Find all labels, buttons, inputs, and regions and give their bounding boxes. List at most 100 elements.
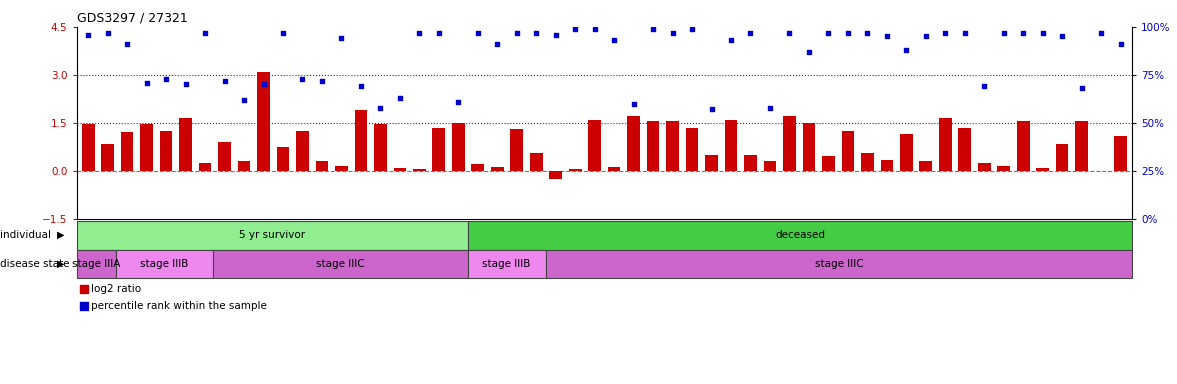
Bar xyxy=(550,171,563,179)
Bar xyxy=(199,163,212,171)
Bar xyxy=(862,153,873,171)
FancyBboxPatch shape xyxy=(77,250,115,278)
Bar xyxy=(160,131,173,171)
Bar xyxy=(725,120,737,171)
Point xyxy=(98,30,117,36)
Point xyxy=(234,97,253,103)
FancyBboxPatch shape xyxy=(467,221,1132,250)
Bar xyxy=(354,110,367,171)
Bar xyxy=(568,169,581,171)
Point xyxy=(352,83,371,89)
FancyBboxPatch shape xyxy=(213,250,467,278)
Bar xyxy=(277,147,290,171)
Bar xyxy=(491,167,504,171)
Bar xyxy=(627,116,640,171)
Bar xyxy=(121,132,133,171)
Point xyxy=(293,76,312,82)
Bar xyxy=(842,131,855,171)
Point xyxy=(313,78,332,84)
Bar xyxy=(413,169,426,171)
Point xyxy=(975,83,993,89)
Text: ▶: ▶ xyxy=(58,259,65,269)
Point xyxy=(819,30,838,36)
Bar xyxy=(452,123,465,171)
Text: disease state: disease state xyxy=(0,259,69,269)
Point xyxy=(487,41,506,47)
FancyBboxPatch shape xyxy=(115,250,213,278)
Point xyxy=(527,30,546,36)
Bar xyxy=(374,124,387,171)
Point xyxy=(507,30,526,36)
Bar xyxy=(140,124,153,171)
Point xyxy=(138,79,157,86)
Point xyxy=(585,26,604,32)
Text: stage IIIA: stage IIIA xyxy=(72,259,120,269)
Point xyxy=(838,30,857,36)
Point xyxy=(644,26,663,32)
Bar xyxy=(179,118,192,171)
Text: stage IIIB: stage IIIB xyxy=(483,259,531,269)
Text: stage IIIB: stage IIIB xyxy=(140,259,188,269)
Bar xyxy=(393,168,406,171)
Point xyxy=(448,99,467,105)
Point xyxy=(1013,30,1032,36)
Bar xyxy=(997,166,1010,171)
Point xyxy=(742,30,760,36)
Bar xyxy=(978,163,991,171)
Text: percentile rank within the sample: percentile rank within the sample xyxy=(92,301,267,311)
Bar xyxy=(335,166,347,171)
Point xyxy=(1092,30,1111,36)
Bar xyxy=(666,121,679,171)
Point xyxy=(1033,30,1052,36)
Point xyxy=(157,76,175,82)
Bar xyxy=(1017,121,1030,171)
Point xyxy=(1072,85,1091,91)
Point xyxy=(1052,33,1071,40)
Point xyxy=(877,33,896,40)
Bar xyxy=(530,153,543,171)
Bar xyxy=(315,161,328,171)
Point xyxy=(995,30,1013,36)
Bar xyxy=(257,72,270,171)
Text: log2 ratio: log2 ratio xyxy=(92,284,141,294)
Bar xyxy=(646,121,659,171)
Bar xyxy=(764,161,777,171)
Text: 5 yr survivor: 5 yr survivor xyxy=(239,230,305,240)
Bar xyxy=(82,124,94,171)
Point xyxy=(254,81,273,88)
Point xyxy=(332,35,351,41)
Bar xyxy=(511,129,523,171)
Point xyxy=(799,49,818,55)
Point xyxy=(566,26,585,32)
Point xyxy=(74,303,93,309)
Bar xyxy=(297,131,308,171)
Bar xyxy=(686,127,698,171)
Bar xyxy=(744,155,757,171)
Point xyxy=(74,286,93,292)
Point xyxy=(430,30,448,36)
FancyBboxPatch shape xyxy=(77,221,467,250)
Bar xyxy=(588,120,601,171)
Point xyxy=(177,81,195,88)
Point xyxy=(936,30,955,36)
Point xyxy=(703,106,722,113)
Point xyxy=(195,30,214,36)
Point xyxy=(605,37,624,43)
FancyBboxPatch shape xyxy=(546,250,1132,278)
Point xyxy=(624,101,643,107)
Point xyxy=(273,30,292,36)
Bar xyxy=(939,118,952,171)
Bar xyxy=(1056,144,1069,171)
Bar xyxy=(783,116,796,171)
FancyBboxPatch shape xyxy=(467,250,546,278)
Point xyxy=(956,30,975,36)
Text: GDS3297 / 27321: GDS3297 / 27321 xyxy=(77,11,187,24)
Bar xyxy=(822,157,834,171)
Bar xyxy=(803,123,816,171)
Point xyxy=(546,31,565,38)
Text: stage IIIC: stage IIIC xyxy=(814,259,863,269)
Point xyxy=(858,30,877,36)
Text: stage IIIC: stage IIIC xyxy=(317,259,365,269)
Bar xyxy=(238,161,251,171)
Bar xyxy=(1036,168,1049,171)
